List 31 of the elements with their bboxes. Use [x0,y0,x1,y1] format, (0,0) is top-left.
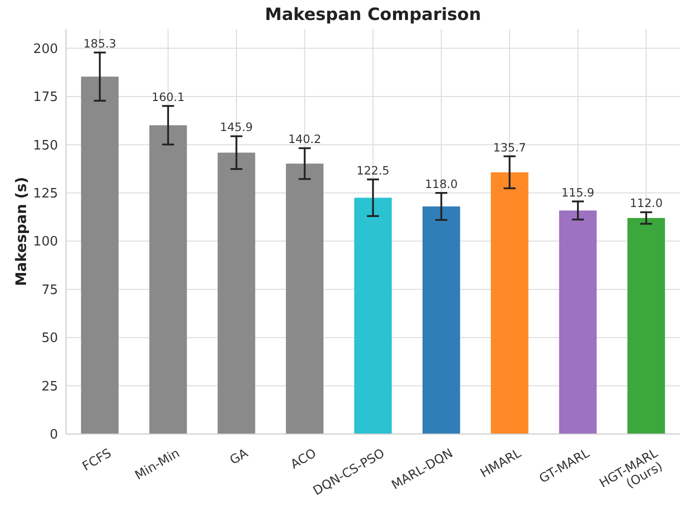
y-tick-label: 50 [41,331,58,346]
data-label: 185.3 [83,36,116,51]
y-tick-label: 25 [41,379,58,394]
bar [627,218,665,434]
x-tick-label: ACO [288,445,319,472]
data-label: 145.9 [220,120,253,134]
bar [286,164,324,434]
x-tick-label: GA [226,444,251,468]
bar [490,172,528,434]
bar [559,210,597,434]
bar [218,152,256,434]
data-label: 115.9 [561,185,594,200]
data-label: 135.7 [493,140,526,154]
y-tick-label: 150 [33,138,58,154]
y-tick-label: 125 [33,186,58,202]
bar [81,76,119,434]
y-tick-label: 100 [33,234,58,250]
y-tick-label: 0 [50,428,58,443]
data-label: 118.0 [424,176,458,191]
bar [149,125,187,434]
bar [354,198,392,434]
data-label: 160.1 [152,90,185,104]
y-tick-label: 75 [41,282,58,298]
y-tick-label: 200 [33,42,58,57]
data-label: 122.5 [356,163,390,178]
y-axis-title: Makespan (s) [14,176,30,286]
data-label: 140.2 [288,132,322,146]
bar [422,206,460,434]
chart-title: Makespan Comparison [264,5,482,25]
y-tick-label: 175 [33,90,58,106]
data-label: 112.0 [630,196,663,210]
